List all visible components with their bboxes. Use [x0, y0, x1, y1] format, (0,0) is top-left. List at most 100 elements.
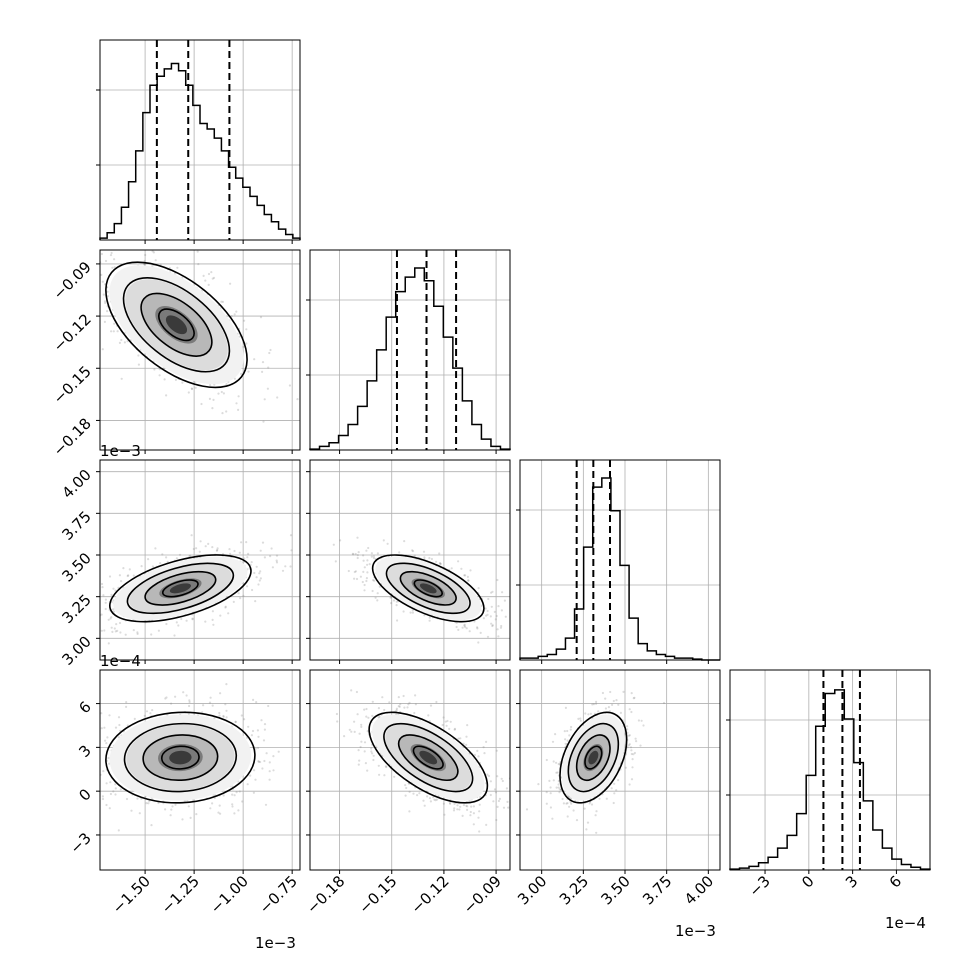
- sample-point: [247, 552, 250, 556]
- sample-point: [103, 629, 106, 632]
- sample-point: [564, 706, 568, 710]
- sample-point: [164, 808, 167, 811]
- sample-point: [258, 579, 261, 582]
- sample-point: [430, 557, 433, 561]
- sample-point: [353, 577, 356, 580]
- sample-point: [495, 749, 498, 752]
- sample-point: [612, 801, 615, 805]
- sample-point: [113, 627, 116, 630]
- sample-point: [267, 704, 270, 708]
- sample-point: [456, 808, 459, 811]
- sample-point: [355, 690, 358, 694]
- sample-point: [472, 805, 475, 808]
- sample-point: [339, 539, 342, 542]
- sample-point: [111, 266, 114, 269]
- sample-point: [549, 806, 553, 809]
- density-shade: [169, 583, 191, 594]
- sample-point: [370, 552, 373, 555]
- sample-point: [352, 553, 355, 556]
- sample-point: [624, 766, 627, 769]
- sample-point: [136, 631, 139, 634]
- density-shade: [419, 583, 437, 594]
- sample-point: [233, 313, 236, 316]
- contour-line-1: [144, 570, 217, 606]
- sample-point: [221, 412, 224, 415]
- sample-point: [566, 802, 569, 805]
- sample-point: [601, 691, 605, 695]
- sample-point: [516, 633, 518, 635]
- sample-point: [188, 700, 191, 704]
- sample-point: [175, 621, 178, 624]
- sample-point: [583, 807, 586, 810]
- pair-content: [100, 250, 300, 450]
- sample-point: [465, 804, 468, 808]
- sample-point: [225, 683, 228, 686]
- sample-point: [459, 805, 462, 808]
- sample-point: [468, 630, 471, 633]
- sample-point: [227, 612, 230, 615]
- x-tick-label-p3: 3: [842, 872, 861, 891]
- sample-point: [429, 704, 433, 707]
- sample-point: [499, 626, 503, 629]
- x-tick-label-p1: −0.18: [303, 872, 348, 917]
- sample-point: [577, 717, 580, 721]
- sample-point: [145, 710, 149, 713]
- sample-point: [507, 806, 510, 809]
- pair-panel-p0-p1: [96, 249, 301, 454]
- sample-point: [467, 579, 470, 582]
- sample-point: [482, 746, 485, 749]
- sample-point: [565, 802, 568, 805]
- sample-point: [633, 751, 637, 755]
- sample-point: [104, 607, 107, 611]
- sample-point: [465, 627, 468, 630]
- sample-point: [627, 744, 631, 747]
- sample-point: [97, 609, 99, 611]
- sample-point: [269, 555, 272, 558]
- sample-point: [225, 716, 228, 719]
- sample-point: [220, 390, 223, 394]
- sample-point: [101, 280, 104, 283]
- sample-point: [371, 714, 374, 718]
- sample-point: [361, 580, 364, 584]
- sample-point: [422, 799, 425, 802]
- sample-point: [219, 692, 222, 695]
- sample-point: [463, 623, 466, 626]
- sample-point: [356, 554, 359, 557]
- sample-point: [404, 784, 407, 787]
- pair-content: [95, 670, 300, 870]
- sample-point: [175, 557, 178, 560]
- sample-point: [402, 610, 405, 613]
- sample-point: [222, 714, 225, 718]
- sample-point: [552, 760, 555, 763]
- sample-point: [207, 283, 210, 286]
- x-tick-label-p2: 3.75: [639, 872, 675, 908]
- sample-point: [555, 761, 558, 764]
- panel-frame: [99, 669, 301, 871]
- sample-point: [548, 779, 551, 783]
- sample-point: [637, 719, 641, 722]
- x-tick-label-p1: −0.09: [460, 872, 505, 917]
- sample-point: [95, 740, 97, 742]
- sample-point: [371, 752, 374, 755]
- sample-point: [263, 556, 266, 559]
- sample-point: [143, 263, 146, 266]
- sample-point: [143, 259, 146, 263]
- sample-point: [551, 740, 555, 743]
- sample-point: [108, 575, 112, 578]
- sample-point: [284, 565, 287, 568]
- sample-point: [137, 363, 140, 366]
- sample-point: [189, 816, 192, 820]
- sample-point: [182, 691, 185, 694]
- sample-point: [435, 560, 438, 563]
- sample-point: [269, 348, 272, 352]
- sample-point: [489, 780, 492, 783]
- sample-point: [143, 263, 146, 266]
- sample-point: [110, 593, 113, 597]
- sample-point: [575, 819, 579, 822]
- sample-point: [579, 719, 582, 722]
- sample-point: [211, 546, 214, 549]
- sample-point: [563, 730, 566, 733]
- sample-point: [634, 737, 637, 740]
- sample-point: [209, 807, 212, 810]
- sample-point: [355, 577, 359, 581]
